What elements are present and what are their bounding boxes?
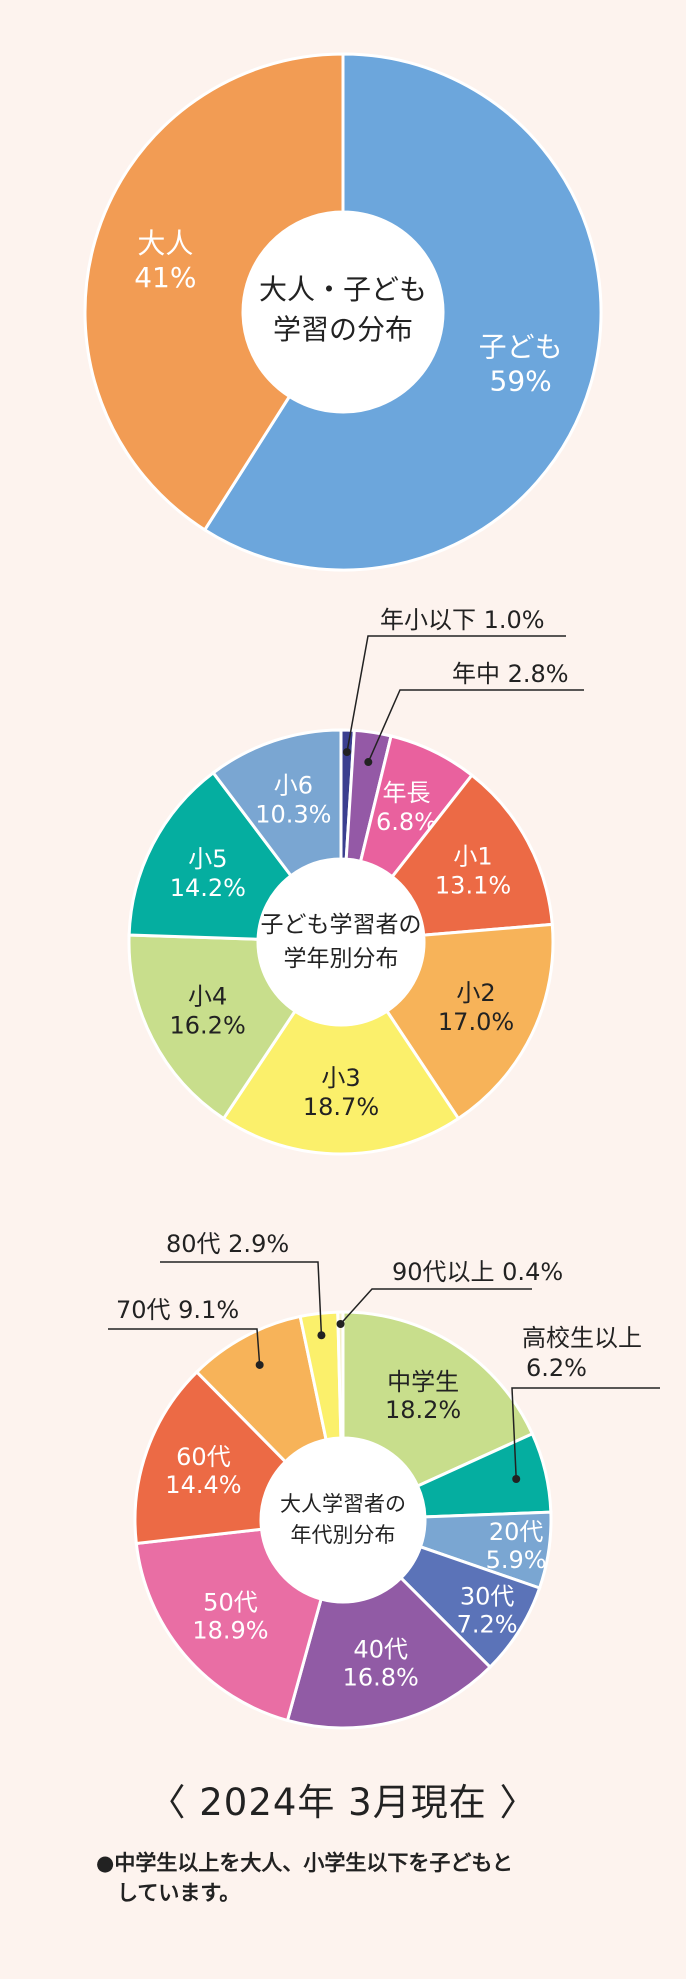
slice-value-2-5: 17.0%	[438, 1008, 514, 1036]
slice-value-3-7: 14.4%	[165, 1471, 241, 1499]
chart-title-1-line-1: 大人・子ども	[259, 273, 427, 306]
chart-title-3-line-1: 大人学習者の	[280, 1492, 406, 1516]
callout-line-2-1	[346, 635, 566, 753]
slice-label-3-7: 60代	[176, 1443, 231, 1471]
slice-label-2-3: 年長	[383, 779, 431, 807]
footnote: ●中学生以上を大人、小学生以下を子どもと しています。	[96, 1848, 616, 1908]
chart-title-2-line-2: 学年別分布	[284, 946, 399, 972]
slice-label-2-5: 小2	[456, 979, 495, 1007]
callout-value-3-2: 6.2%	[526, 1354, 587, 1382]
donut-hole-3	[261, 1438, 425, 1602]
slice-label-2-8: 小5	[188, 845, 227, 873]
footnote-line2: しています。	[117, 1881, 241, 1905]
slice-label-2-9: 小6	[274, 772, 313, 800]
callout-label-3-9: 80代 2.9%	[166, 1230, 289, 1258]
as-of-date: 〈 2024年 3月現在 〉	[148, 1781, 538, 1824]
callout-label-2-1: 年小以下 1.0%	[380, 606, 545, 634]
slice-label-2-7: 小4	[188, 983, 227, 1011]
slice-value-3-3: 5.9%	[486, 1546, 547, 1574]
slice-value-2-4: 13.1%	[435, 872, 511, 900]
callout-line-3-2	[511, 1387, 660, 1480]
slice-label-3-5: 40代	[353, 1636, 408, 1664]
slice-value-1-1: 59%	[490, 364, 552, 397]
callout-line-3-9	[160, 1261, 323, 1336]
slice-label-3-6: 50代	[203, 1589, 258, 1617]
slice-value-2-7: 16.2%	[170, 1012, 246, 1040]
slice-value-2-9: 10.3%	[255, 801, 331, 829]
slice-label-3-1: 中学生	[387, 1368, 459, 1396]
chart-title-3-line-2: 年代別分布	[291, 1523, 396, 1547]
donut-hole-1	[243, 212, 443, 412]
slice-label-3-4: 30代	[460, 1583, 515, 1611]
slice-value-3-1: 18.2%	[385, 1396, 461, 1424]
callout-line-2-2	[367, 689, 584, 763]
slice-value-3-4: 7.2%	[457, 1611, 518, 1639]
slice-value-3-6: 18.9%	[192, 1617, 268, 1645]
callout-line-3-10	[339, 1288, 532, 1325]
slice-label-1-1: 子ども	[479, 330, 563, 363]
chart-title-1-line-2: 学習の分布	[273, 313, 413, 346]
footnote-bullet: ●	[96, 1851, 115, 1875]
slice-value-2-8: 14.2%	[170, 874, 246, 902]
callout-line-3-8	[108, 1328, 261, 1366]
slice-label-1-2: 大人	[137, 227, 193, 260]
callout-label-2-2: 年中 2.8%	[452, 660, 569, 688]
slice-label-2-6: 小3	[321, 1064, 360, 1092]
callout-label-3-8: 70代 9.1%	[116, 1296, 239, 1324]
slice-value-1-2: 41%	[134, 261, 196, 294]
donut-hole-2	[258, 859, 424, 1025]
slice-value-2-6: 18.7%	[303, 1093, 379, 1121]
callout-label-3-2: 高校生以上	[522, 1324, 642, 1352]
chart-title-2-line-1: 子ども学習者の	[261, 912, 422, 938]
callout-label-3-10: 90代以上 0.4%	[392, 1258, 563, 1286]
slice-label-3-3: 20代	[489, 1518, 544, 1546]
donut-chart-2: 年小以下 1.0%年中 2.8%年長6.8%小113.1%小217.0%小318…	[127, 606, 584, 1156]
slice-label-2-4: 小1	[453, 843, 492, 871]
footnote-line1: 中学生以上を大人、小学生以下を子どもと	[114, 1851, 513, 1875]
slice-value-3-5: 16.8%	[343, 1664, 419, 1692]
